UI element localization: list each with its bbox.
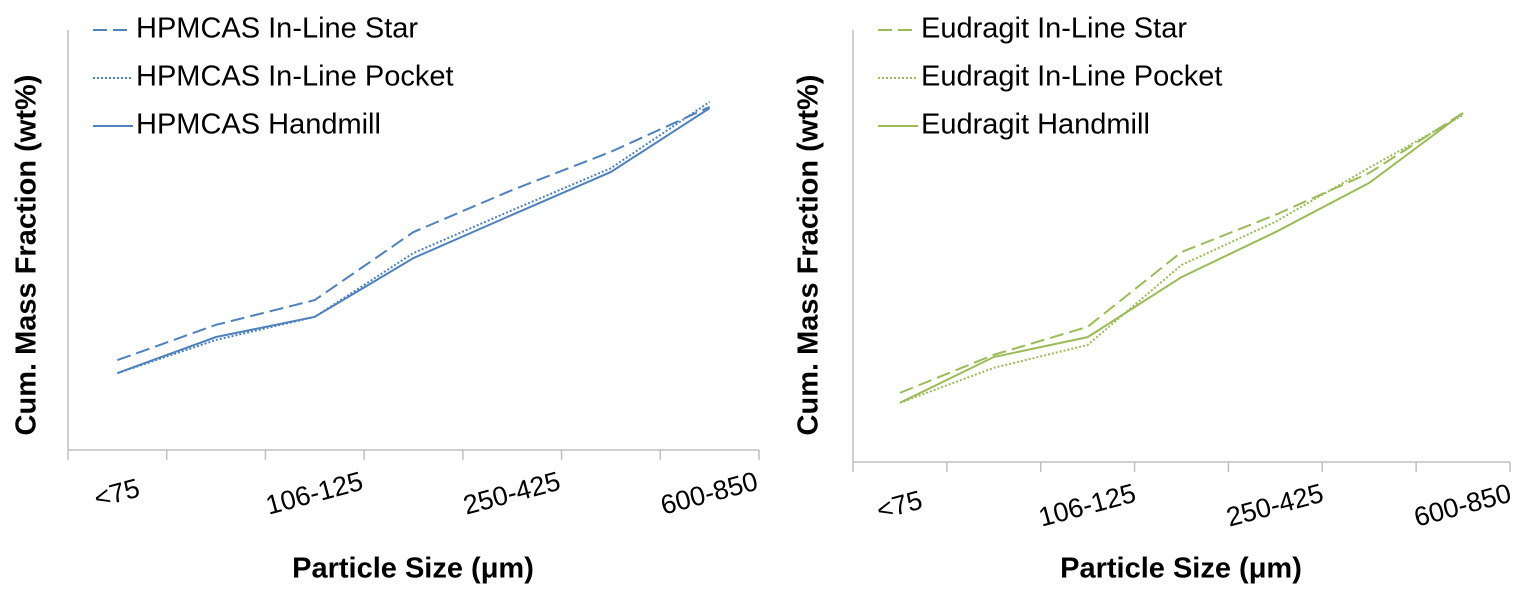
y-axis-label: Cum. Mass Fraction (wt%)	[793, 75, 825, 436]
x-axis-label: Particle Size (μm)	[292, 553, 534, 585]
x-axis-label: Particle Size (μm)	[1060, 553, 1302, 585]
x-tick-label: 106-125	[263, 466, 366, 521]
series-line	[899, 114, 1464, 404]
series-line	[117, 107, 711, 375]
x-tick-label: 600-850	[1411, 478, 1514, 533]
legend-label: HPMCAS In-Line Star	[136, 13, 418, 45]
x-tick-label: 250-425	[1223, 478, 1326, 533]
y-axis-label: Cum. Mass Fraction (wt%)	[11, 75, 43, 436]
series-line	[117, 105, 711, 362]
legend-label: HPMCAS Handmill	[136, 109, 381, 141]
x-tick-label: <75	[873, 485, 925, 526]
x-tick-label: 600-850	[657, 466, 760, 521]
legend-label: Eudragit In-Line Pocket	[921, 61, 1222, 93]
x-tick-label: 250-425	[460, 466, 563, 521]
legend-label: Eudragit In-Line Star	[921, 13, 1187, 45]
series-line	[117, 100, 711, 375]
legend-label: Eudragit Handmill	[921, 109, 1150, 141]
x-tick-label: <75	[91, 473, 143, 514]
legend-label: HPMCAS In-Line Pocket	[136, 61, 454, 93]
x-tick-label: 106-125	[1035, 478, 1138, 533]
series-line	[899, 112, 1464, 404]
series-line	[899, 112, 1464, 394]
